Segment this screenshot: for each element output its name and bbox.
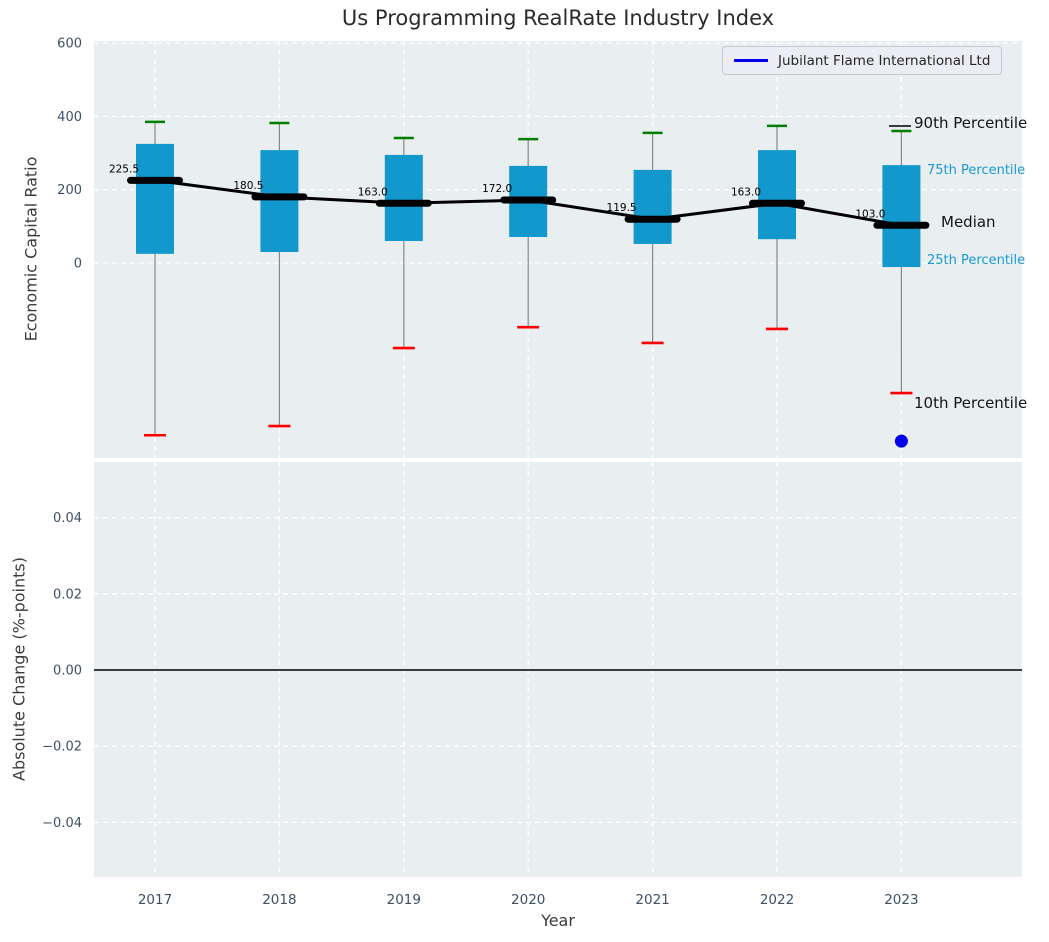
- top-ytick-label: 600: [57, 37, 82, 52]
- bottom-y-axis-label: Absolute Change (%-points): [9, 557, 29, 781]
- annotation-75th-percentile: 75th Percentile: [927, 163, 1026, 178]
- xtick-label-2020: 2020: [511, 892, 545, 908]
- top-panel-background: [94, 41, 1022, 458]
- bottom-panel-background: [94, 462, 1022, 877]
- chart-title: Us Programming RealRate Industry Index: [341, 6, 775, 30]
- bottom-ytick-label: 0.00: [53, 664, 82, 679]
- annotation-90th-percentile: 90th Percentile: [914, 114, 1028, 132]
- annotation-10th-percentile: 10th Percentile: [914, 394, 1028, 412]
- legend-line-sample: [734, 59, 768, 62]
- bottom-ytick-label: 0.04: [53, 511, 82, 526]
- xtick-label-2022: 2022: [760, 892, 794, 908]
- legend: Jubilant Flame International Ltd: [722, 46, 1003, 75]
- xtick-label-2023: 2023: [884, 892, 918, 908]
- xtick-label-2021: 2021: [635, 892, 669, 908]
- x-axis-label: Year: [541, 911, 575, 930]
- xtick-label-2019: 2019: [387, 892, 421, 908]
- top-ytick-label: 0: [74, 257, 82, 272]
- top-ytick-label: 400: [57, 110, 82, 125]
- legend-label: Jubilant Flame International Ltd: [778, 52, 991, 69]
- annotation-median: Median: [941, 213, 996, 231]
- top-ytick-label: 200: [57, 183, 82, 198]
- bottom-ytick-label: −0.02: [42, 740, 82, 755]
- bottom-ytick-label: 0.02: [53, 587, 82, 602]
- annotation-25th-percentile: 25th Percentile: [927, 253, 1026, 268]
- top-y-axis-label: Economic Capital Ratio: [21, 156, 41, 342]
- xtick-label-2017: 2017: [138, 892, 172, 908]
- bottom-ytick-label: −0.04: [42, 816, 82, 831]
- xtick-label-2018: 2018: [262, 892, 296, 908]
